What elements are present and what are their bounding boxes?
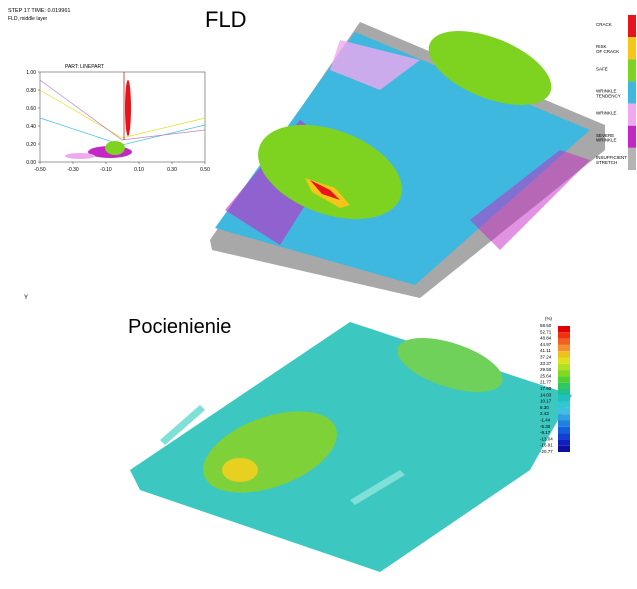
colorbar-label: 14.03	[540, 392, 552, 397]
legend-swatch	[628, 59, 636, 81]
colorbar-cell	[558, 402, 570, 408]
colorbar-label: 37.24	[540, 355, 552, 360]
colorbar-label: 48.84	[540, 336, 552, 341]
colorbar-label: 41.11	[540, 348, 551, 353]
colorbar-cell	[558, 414, 570, 420]
part-label: PART: LINEPART	[65, 64, 104, 70]
colorbar-cell	[558, 332, 570, 338]
colorbar-label: 21.77	[540, 380, 552, 385]
colorbar-label: 6.30	[540, 405, 549, 410]
legend-swatch	[628, 104, 636, 126]
fld-surface	[210, 16, 605, 298]
legend-swatch	[628, 37, 636, 59]
legend-label: SAFE	[596, 66, 608, 71]
colorbar-cell	[558, 358, 570, 364]
colorbar-cell	[558, 427, 570, 433]
colorbar-label: 25.64	[540, 373, 552, 378]
y-tick-label: 0.20	[26, 142, 36, 148]
colorbar-cell	[558, 326, 570, 332]
legend-swatch	[628, 15, 636, 37]
y-tick-label: 1.00	[26, 70, 36, 76]
page: 58.5052.71 48.8444.9741.11 37.2433.3729.50…	[0, 0, 637, 584]
colorbar-label: 2.43	[540, 411, 549, 416]
colorbar-cell	[558, 364, 570, 370]
colorbar-label: 33.37	[540, 361, 552, 366]
colorbar-label: 17.90	[540, 386, 552, 391]
colorbar-cell	[558, 446, 570, 452]
axis-marker: Y	[24, 295, 28, 301]
colorbar-cell	[558, 421, 570, 427]
colorbar-label: -9.17	[540, 430, 551, 435]
legend-label: CRACK	[596, 22, 612, 27]
thinning-surface	[130, 322, 572, 572]
colorbar-label: 10.17	[540, 399, 552, 404]
x-tick-label: -0.30	[67, 167, 79, 173]
legend-label: WRINKLE	[596, 111, 617, 116]
fld-plot	[40, 72, 205, 162]
colorbar-label: -1.44	[540, 418, 551, 423]
thinning-title: Pocienienie	[128, 316, 231, 338]
colorbar-label: -20.77	[540, 449, 553, 454]
colorbar-cell	[558, 433, 570, 439]
colorbar-label: 58.50	[540, 323, 552, 328]
colorbar-label: -13.04	[540, 436, 553, 441]
legend-swatch	[628, 148, 636, 170]
colorbar-cell	[558, 383, 570, 389]
x-tick-label: -0.10	[100, 167, 112, 173]
y-tick-label: 0.60	[26, 106, 36, 112]
subtitle: FLD, middle layer	[8, 16, 48, 22]
colorbar-label: -5.30	[540, 424, 551, 429]
colorbar-cell	[558, 376, 570, 382]
colorbar-cell	[558, 439, 570, 445]
colorbar-cell	[558, 351, 570, 357]
legend-swatch	[628, 126, 636, 148]
colorbar-label: 52.71	[540, 329, 552, 334]
legend-swatch	[628, 81, 636, 103]
fld-title: FLD	[205, 7, 247, 32]
colorbar-cell	[558, 339, 570, 345]
colorbar-label: 44.97	[540, 342, 552, 347]
x-tick-label: 0.50	[200, 167, 210, 173]
x-tick-label: 0.10	[134, 167, 144, 173]
colorbar-cell	[558, 395, 570, 401]
y-tick-label: 0.40	[26, 124, 36, 130]
colorbar-label: -16.91	[540, 443, 553, 448]
x-tick-label: 0.30	[167, 167, 177, 173]
colorbar-label: 29.50	[540, 367, 552, 372]
y-tick-label: 0.00	[26, 160, 36, 166]
step-text: STEP 17 TIME: 0.019961	[8, 8, 70, 14]
colorbar-cell	[558, 389, 570, 395]
colorbar-cell	[558, 370, 570, 376]
colorbar-cell	[558, 408, 570, 414]
unit: (%)	[545, 316, 552, 321]
y-tick-label: 0.80	[26, 88, 36, 94]
x-tick-label: -0.50	[34, 167, 46, 173]
colorbar-cell	[558, 345, 570, 351]
